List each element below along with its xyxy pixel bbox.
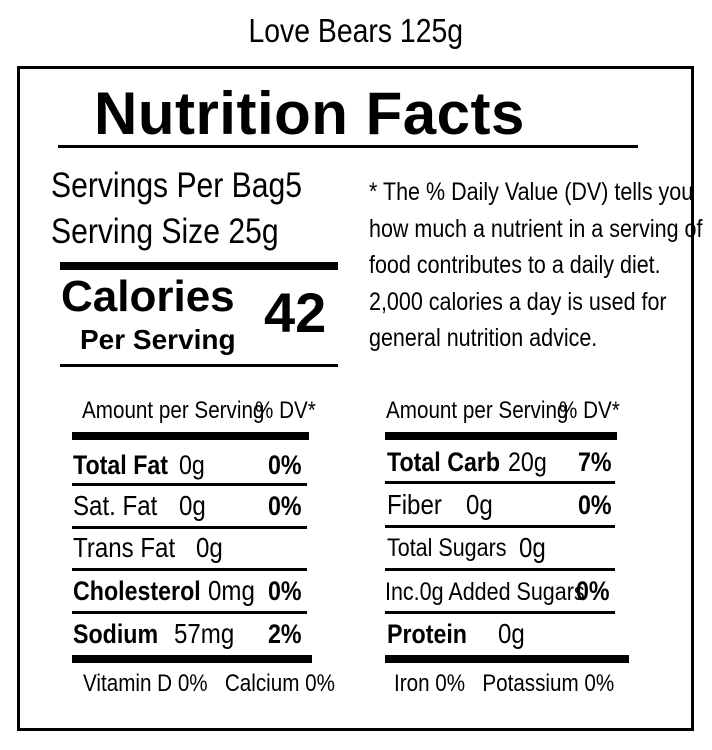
right-row-name: Protein (387, 619, 467, 649)
right-row-dv: 0% (576, 576, 610, 606)
right-row-rule (385, 481, 615, 484)
left-row-dv: 0% (268, 450, 302, 480)
right-row-name: Inc.0g Added Sugars (385, 578, 585, 606)
right-row-rule (385, 525, 615, 528)
left-row-rule (72, 526, 307, 529)
right-row-amount: 20g (508, 447, 547, 477)
right-row-name: Total Sugars (387, 534, 507, 562)
left-row-amount: 0g (179, 490, 206, 521)
heading-rule (58, 145, 638, 148)
left-row-rule (72, 611, 307, 614)
serving-size: Serving Size 25g (51, 212, 279, 251)
right-footer: Iron 0% Potassium 0% (394, 670, 615, 697)
left-header-rule (72, 432, 309, 440)
left-row-amount: 57mg (174, 618, 235, 649)
nutrition-label-box (17, 66, 694, 731)
left-row-name: Sat. Fat (73, 490, 158, 521)
left-row-dv: 2% (268, 619, 302, 649)
calories-label: Calories (61, 272, 235, 321)
right-row-rule (385, 568, 615, 571)
left-row-name: Cholesterol (73, 576, 201, 606)
dv-note-line-4: 2,000 calories a day is used for (369, 288, 667, 316)
left-row-dv: 0% (268, 576, 302, 606)
right-row-name: Fiber (387, 489, 442, 520)
right-row-name: Total Carb (387, 447, 501, 477)
right-header-rule (385, 432, 617, 440)
product-title: Love Bears 125g (248, 12, 464, 49)
calories-top-rule (60, 262, 338, 270)
nutrition-facts-heading: Nutrition Facts (94, 80, 525, 147)
calories-bottom-rule (60, 364, 338, 367)
right-row-amount: 0g (498, 618, 525, 649)
right-row-amount: 0g (519, 532, 546, 563)
calories-value: 42 (264, 281, 327, 344)
calories-per-serving-label: Per Serving (80, 324, 236, 355)
right-row-amount: 0g (466, 489, 493, 520)
right-header-amount: Amount per Serving (386, 397, 569, 424)
left-row-amount: 0mg (208, 575, 255, 606)
right-row-dv: 0% (578, 490, 612, 520)
left-row-dv: 0% (268, 491, 302, 521)
left-row-name: Sodium (73, 619, 159, 649)
left-header-amount: Amount per Serving (82, 397, 265, 424)
left-footer: Vitamin D 0% Calcium 0% (83, 670, 335, 697)
left-footer-rule (72, 655, 312, 663)
left-row-name: Total Fat (73, 450, 169, 480)
left-row-amount: 0g (196, 532, 223, 563)
right-header-dv: % DV* (559, 397, 620, 424)
dv-note-line-5: general nutrition advice. (369, 324, 598, 352)
dv-note-line-3: food contributes to a daily diet. (369, 251, 661, 279)
right-footer-rule (385, 655, 629, 663)
left-row-amount: 0g (179, 450, 205, 480)
right-row-rule (385, 611, 615, 614)
dv-note-line-1: * The % Daily Value (DV) tells you (369, 178, 694, 206)
dv-note-line-2: how much a nutrient in a serving of (369, 215, 703, 243)
servings-per-container: Servings Per Bag5 (51, 166, 302, 205)
left-row-rule (72, 483, 307, 486)
left-row-name: Trans Fat (73, 532, 176, 563)
left-header-dv: % DV* (255, 397, 316, 424)
right-row-dv: 7% (578, 447, 612, 477)
left-row-rule (72, 568, 307, 571)
